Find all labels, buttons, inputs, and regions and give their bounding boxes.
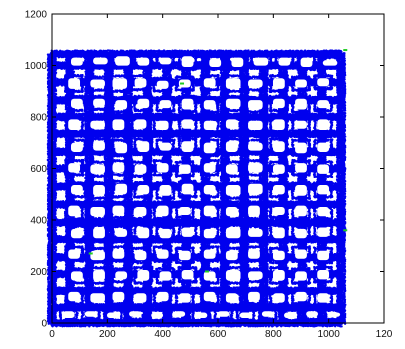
data-point (72, 70, 74, 72)
data-point (55, 157, 57, 159)
data-point (54, 142, 56, 144)
data-point (55, 125, 57, 127)
data-point (54, 92, 56, 94)
data-point (54, 216, 56, 218)
data-point (84, 75, 86, 77)
data-point (47, 61, 49, 63)
data-point (47, 150, 49, 152)
data-point (54, 246, 56, 248)
